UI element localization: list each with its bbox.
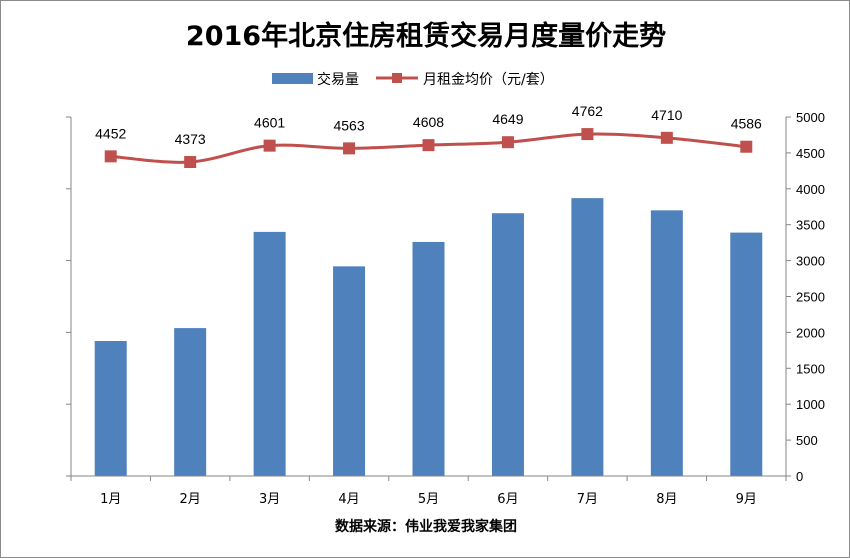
right-axis-tick-label-7: 3500 (796, 218, 825, 233)
price-data-label-2: 4373 (175, 131, 206, 147)
right-axis-tick-label-8: 4000 (796, 182, 825, 197)
x-tick-label-7: 7月 (577, 492, 598, 507)
right-axis-tick-label-5: 2500 (796, 290, 825, 305)
x-tick-label-2: 2月 (180, 492, 201, 507)
price-marker-3 (263, 139, 276, 152)
chart-title: 2016年北京住房租赁交易月度量价走势 (186, 20, 666, 52)
price-marker-4 (343, 142, 356, 155)
right-axis-tick-label-4: 2000 (796, 325, 825, 340)
price-data-label-4: 4563 (333, 117, 364, 133)
bar-6 (491, 213, 524, 476)
price-data-label-8: 4710 (651, 107, 682, 123)
right-axis-tick-label-3: 1500 (796, 361, 825, 376)
price-data-label-9: 4586 (731, 116, 762, 132)
price-data-label-7: 4762 (572, 103, 603, 119)
bar-3 (253, 231, 286, 476)
x-tick-label-9: 9月 (736, 492, 757, 507)
price-data-label-6: 4649 (492, 111, 523, 127)
price-data-label-1: 4452 (95, 125, 126, 141)
legend: 交易量 月租金均价（元/套） (272, 71, 554, 88)
source-note: 数据来源：伟业我爱我家集团 (335, 518, 517, 535)
bar-1 (94, 341, 127, 476)
price-marker-1 (104, 150, 117, 163)
x-tick-label-4: 4月 (338, 492, 359, 507)
bar-9 (730, 232, 763, 476)
x-tick-label-5: 5月 (418, 492, 439, 507)
price-marker-2 (184, 156, 197, 169)
x-tick-label-3: 3月 (259, 492, 280, 507)
price-marker-8 (660, 131, 673, 144)
right-axis-tick-label-2: 1000 (796, 397, 825, 412)
x-tick-label-6: 6月 (497, 492, 518, 507)
plot-area: 0 500 1000 1500 2000 2500 3000 3500 4000 4500 5000… (66, 103, 825, 507)
price-marker-9 (740, 140, 753, 153)
legend-marker-price (392, 73, 402, 83)
bar-5 (412, 241, 445, 476)
price-marker-7 (581, 128, 594, 141)
legend-label-volume: 交易量 (317, 71, 359, 88)
right-axis-tick-label-9: 4500 (796, 146, 825, 161)
legend-swatch-volume (272, 73, 313, 84)
price-data-label-5: 4608 (413, 114, 444, 130)
right-axis-tick-label-10: 5000 (796, 110, 825, 125)
bar-2 (174, 328, 207, 476)
x-tick-label-1: 1月 (100, 492, 121, 507)
price-marker-5 (422, 139, 435, 152)
bar-8 (650, 210, 683, 476)
legend-label-price: 月租金均价（元/套） (423, 72, 554, 88)
price-data-label-3: 4601 (254, 115, 285, 131)
right-axis-tick-label-6: 3000 (796, 254, 825, 269)
right-axis-tick-label-1: 500 (796, 433, 818, 448)
right-axis-tick-label-0: 0 (796, 469, 803, 484)
price-marker-6 (501, 136, 514, 149)
bar-7 (571, 198, 604, 476)
bar-4 (333, 266, 366, 476)
x-tick-label-8: 8月 (656, 492, 677, 507)
